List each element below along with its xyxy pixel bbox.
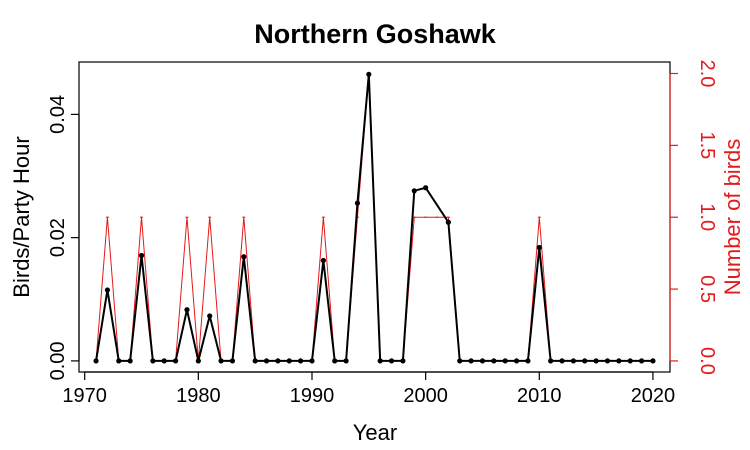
birds-per-party-hour-point bbox=[616, 358, 622, 364]
x-tick-label: 1990 bbox=[290, 385, 335, 407]
x-tick-label: 2010 bbox=[517, 385, 562, 407]
birds-per-party-hour-point bbox=[332, 358, 338, 364]
birds-per-party-hour-point bbox=[400, 358, 406, 364]
y-tick-label-left: 0.04 bbox=[47, 95, 69, 134]
y-axis-left-label: Birds/Party Hour bbox=[9, 136, 34, 297]
y-tick-label-right: 0.5 bbox=[696, 275, 718, 303]
birds-per-party-hour-point bbox=[491, 358, 497, 364]
birds-per-party-hour-point bbox=[445, 219, 451, 225]
birds-per-party-hour-point bbox=[479, 358, 486, 364]
birds-per-party-hour-point bbox=[104, 287, 111, 293]
y-axis-left: 0.00 0.02 0.04 bbox=[47, 95, 80, 380]
birds-per-party-hour-point bbox=[161, 358, 167, 364]
birds-per-party-hour-point bbox=[604, 358, 611, 364]
birds-per-party-hour-point bbox=[138, 252, 145, 259]
birds-per-party-hour-point bbox=[525, 358, 531, 364]
birds-per-party-hour-point bbox=[570, 358, 576, 364]
y-tick-label-right: 1.0 bbox=[696, 203, 718, 231]
birds-per-party-hour-point bbox=[309, 358, 315, 364]
birds-per-party-hour-point bbox=[593, 358, 599, 364]
birds-per-party-hour-point bbox=[457, 358, 463, 364]
birds-per-party-hour-line bbox=[95, 73, 653, 362]
birds-per-party-hour-point bbox=[366, 71, 372, 77]
x-tick-label: 1970 bbox=[62, 385, 107, 407]
birds-per-party-hour-point bbox=[638, 358, 645, 364]
birds-per-party-hour-point bbox=[468, 358, 474, 364]
birds-per-party-hour-point bbox=[173, 358, 179, 364]
birds-per-party-hour-point bbox=[127, 358, 133, 364]
birds-per-party-hour-point bbox=[150, 358, 156, 364]
birds-per-party-hour-point bbox=[423, 185, 429, 191]
birds-per-party-hour-point bbox=[377, 358, 383, 364]
x-axis-label: Year bbox=[353, 420, 397, 445]
birds-per-party-hour-point bbox=[513, 358, 520, 364]
y-tick-label-left: 0.00 bbox=[47, 341, 69, 380]
birds-per-party-hour-point bbox=[559, 358, 565, 364]
birds-per-party-hour-point bbox=[241, 254, 247, 260]
birds-per-party-hour-point bbox=[275, 358, 281, 364]
birds-per-party-hour-point bbox=[411, 188, 417, 194]
birds-per-party-hour-point bbox=[627, 358, 633, 364]
birds-per-party-hour-point bbox=[320, 257, 326, 264]
y-tick-label-right: 2.0 bbox=[696, 60, 718, 88]
x-axis: 1970 1980 1990 2000 2010 2020 bbox=[62, 371, 676, 407]
birds-per-party-hour-point bbox=[116, 358, 122, 364]
birds-per-party-hour-point bbox=[184, 307, 190, 313]
birds-per-party-hour-point bbox=[195, 358, 201, 364]
y-axis-right: 0.0 0.5 1.0 1.5 2.0 bbox=[669, 60, 718, 375]
birds-per-party-hour-point bbox=[343, 358, 349, 364]
birds-per-party-hour-point bbox=[93, 358, 99, 364]
birds-per-party-hour-point bbox=[263, 358, 270, 364]
x-tick-label: 2020 bbox=[631, 385, 676, 407]
y-tick-label-right: 0.0 bbox=[696, 347, 718, 375]
birds-per-party-hour-point bbox=[502, 358, 508, 364]
birds-per-party-hour-point bbox=[582, 358, 588, 364]
birds-per-party-hour-point bbox=[536, 244, 542, 251]
birds-per-party-hour-point bbox=[286, 358, 292, 364]
birds-per-party-hour-point bbox=[388, 358, 395, 364]
birds-per-party-hour-point bbox=[650, 358, 656, 364]
x-tick-label: 2000 bbox=[403, 385, 448, 407]
birds-per-party-hour-point bbox=[354, 200, 361, 206]
x-tick-label: 1980 bbox=[176, 385, 221, 407]
birds-per-party-hour-point bbox=[218, 358, 224, 364]
birds-per-party-hour-point bbox=[252, 358, 258, 364]
birds-per-party-hour-point bbox=[207, 313, 213, 319]
birds-per-party-hour-point bbox=[548, 358, 554, 364]
y-axis-right-label: Number of birds bbox=[720, 139, 745, 296]
y-tick-label-right: 1.5 bbox=[696, 131, 718, 159]
birds-per-party-hour-series bbox=[93, 71, 656, 364]
birds-per-party-hour-point bbox=[229, 358, 236, 364]
chart-title: Northern Goshawk bbox=[254, 19, 497, 49]
birds-per-party-hour-point bbox=[298, 358, 304, 364]
y-tick-label-left: 0.02 bbox=[47, 218, 69, 257]
